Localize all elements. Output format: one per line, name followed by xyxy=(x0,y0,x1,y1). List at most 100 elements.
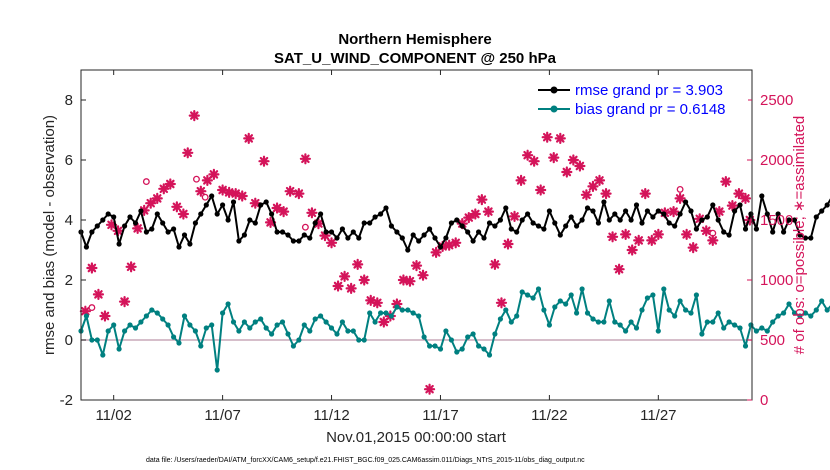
rmse-line xyxy=(80,195,830,251)
rmse-point xyxy=(350,229,356,235)
obs-assimilated-stroke xyxy=(669,207,678,216)
obs-assimilated-stroke xyxy=(412,261,421,270)
bias-point xyxy=(732,322,738,328)
rmse-point xyxy=(171,226,177,232)
obs-assimilated-stroke xyxy=(503,239,513,249)
rmse-point xyxy=(334,235,340,241)
bias-point xyxy=(590,316,596,322)
rmse-point xyxy=(160,220,166,226)
rmse-point xyxy=(666,220,672,226)
obs-assimilated-stroke xyxy=(133,224,142,233)
bias-point xyxy=(269,331,275,337)
rmse-point xyxy=(579,217,585,223)
bias-point xyxy=(563,301,569,307)
bias-point xyxy=(318,313,324,319)
obs-assimilated-marker xyxy=(733,188,745,200)
bias-point xyxy=(122,328,128,334)
bias-point xyxy=(399,307,405,313)
obs-assimilated-stroke xyxy=(595,176,604,185)
obs-assimilated-marker xyxy=(515,174,527,186)
bias-point xyxy=(247,325,253,331)
rmse-point xyxy=(187,241,193,247)
rmse-point xyxy=(236,238,242,244)
bias-point xyxy=(356,337,362,343)
obs-assimilated-stroke xyxy=(237,191,247,201)
plot-frame xyxy=(80,69,753,401)
rmse-point xyxy=(421,232,427,238)
obs-assimilated-stroke xyxy=(640,189,650,198)
rmse-point xyxy=(89,229,95,235)
obs-assimilated-stroke xyxy=(346,284,356,293)
rmse-point xyxy=(116,241,122,247)
obs-assimilated-stroke xyxy=(536,185,545,195)
bias-point xyxy=(127,322,133,328)
obs-assimilated-stroke xyxy=(272,203,282,213)
rmse-point xyxy=(339,226,345,232)
obs-assimilated-marker xyxy=(639,188,651,200)
rmse-point xyxy=(813,214,819,220)
bias-point xyxy=(525,292,531,298)
y2-axis-label: # of obs: o=possible; ∗=assimilated xyxy=(791,116,808,355)
bias-point xyxy=(345,328,351,334)
obs-assimilated-stroke xyxy=(741,194,750,203)
obs-assimilated-stroke xyxy=(614,264,624,274)
obs-assimilated-stroke xyxy=(484,207,493,216)
rmse-point xyxy=(437,244,444,250)
rmse-point xyxy=(252,220,258,226)
rmse-point xyxy=(541,226,547,232)
bias-point xyxy=(89,337,95,343)
obs-assimilated-marker xyxy=(284,185,296,197)
obs-assimilated-marker xyxy=(681,228,693,240)
rmse-point xyxy=(590,208,596,214)
obs-assimilated-stroke xyxy=(516,176,526,185)
rmse-point xyxy=(214,211,220,217)
rmse-point xyxy=(394,229,400,235)
obs-assimilated-stroke xyxy=(734,189,744,198)
obs-assimilated-stroke xyxy=(549,153,559,162)
bias-point xyxy=(584,310,591,316)
obs-assimilated-stroke xyxy=(721,177,731,186)
bias-point xyxy=(405,307,411,313)
obs-assimilated-stroke xyxy=(179,209,188,219)
obs-assimilated-stroke xyxy=(399,275,408,285)
bias-point xyxy=(824,307,830,313)
obs-assimilated-marker xyxy=(410,260,423,272)
legend-bias-marker xyxy=(550,105,558,113)
obs-assimilated-stroke xyxy=(627,245,637,255)
obs-assimilated-stroke xyxy=(471,209,480,219)
rmse-point xyxy=(209,193,215,199)
y-axis-label: rmse and bias (model - observation) xyxy=(41,115,58,355)
obs-assimilated-stroke xyxy=(418,270,428,280)
obs-assimilated-marker xyxy=(646,234,658,246)
rmse-point xyxy=(230,199,237,205)
bias-point xyxy=(519,289,525,295)
obs-assimilated-stroke xyxy=(159,184,169,194)
obs-assimilated-marker xyxy=(613,263,625,275)
bias-point xyxy=(808,313,814,319)
bias-point xyxy=(100,352,106,358)
obs-assimilated-marker xyxy=(145,197,157,209)
y-tick-label: 4 xyxy=(65,212,73,229)
legend-box xyxy=(533,76,748,120)
bias-point xyxy=(105,328,111,334)
rmse-point xyxy=(574,223,580,229)
bias-point xyxy=(94,337,100,343)
obs-assimilated-marker xyxy=(125,261,137,273)
bias-point xyxy=(666,307,672,313)
obs-assimilated-stroke xyxy=(183,148,193,158)
bias-point xyxy=(770,319,776,325)
rmse-point xyxy=(241,232,247,238)
obs-assimilated-marker xyxy=(522,149,534,161)
obs-assimilated-stroke xyxy=(340,272,349,281)
obs-assimilated-stroke xyxy=(477,195,487,204)
y2-axis-ticks: 0 500 1000 1500 2000 2500 xyxy=(747,92,793,409)
bias-point xyxy=(448,337,454,343)
obs-assimilated-marker xyxy=(299,153,311,165)
obs-assimilated-stroke xyxy=(608,232,617,242)
rmse-point xyxy=(525,211,531,217)
obs-possible-markers xyxy=(88,175,717,312)
obs-assimilated-stroke xyxy=(307,208,317,218)
obs-assimilated-stroke xyxy=(333,281,343,291)
rmse-point xyxy=(808,235,814,241)
obs-assimilated-marker xyxy=(188,109,200,122)
